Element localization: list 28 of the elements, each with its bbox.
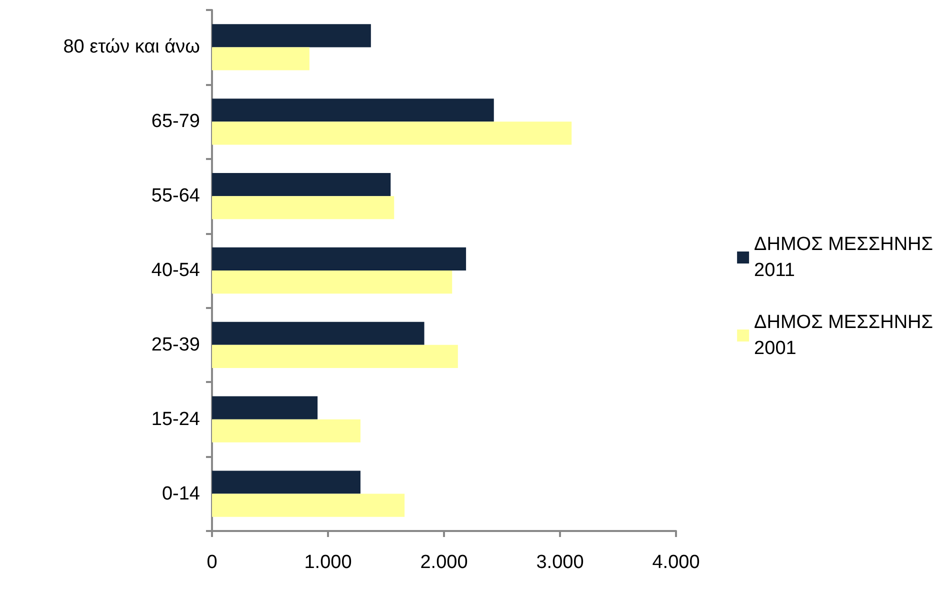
- x-tick-label: 3.000: [536, 552, 584, 573]
- bar: [212, 322, 424, 345]
- bar: [212, 344, 458, 368]
- bar: [212, 396, 318, 420]
- bar: [212, 122, 572, 145]
- x-tick-label: 0: [206, 552, 218, 573]
- bar: [212, 98, 494, 122]
- bar: [212, 494, 405, 517]
- y-tick-label: 65-79: [151, 111, 200, 132]
- y-tick-label: 0-14: [162, 483, 200, 504]
- y-tick-label: 55-64: [151, 186, 200, 207]
- bar: [212, 47, 310, 70]
- bar: [212, 470, 360, 494]
- x-tick-label: 2.000: [420, 552, 468, 573]
- y-tick-label: 80 ετών και άνω: [63, 36, 200, 58]
- bar: [212, 173, 391, 196]
- bar: [212, 270, 452, 294]
- bar: [212, 196, 394, 220]
- legend-label: ΔΗΜΟΣ ΜΕΣΣΗΝΗΣ 2011: [754, 234, 934, 281]
- x-tick-label: 4.000: [652, 552, 700, 573]
- bar: [212, 24, 371, 48]
- legend-label: ΔΗΜΟΣ ΜΕΣΣΗΝΗΣ 2001: [754, 312, 934, 359]
- bar: [212, 247, 466, 270]
- x-tick-label: 1.000: [304, 552, 352, 573]
- bar: [212, 419, 360, 442]
- y-tick-label: 40-54: [151, 260, 200, 281]
- y-tick-label: 15-24: [151, 408, 200, 430]
- y-tick-label: 25-39: [151, 334, 200, 356]
